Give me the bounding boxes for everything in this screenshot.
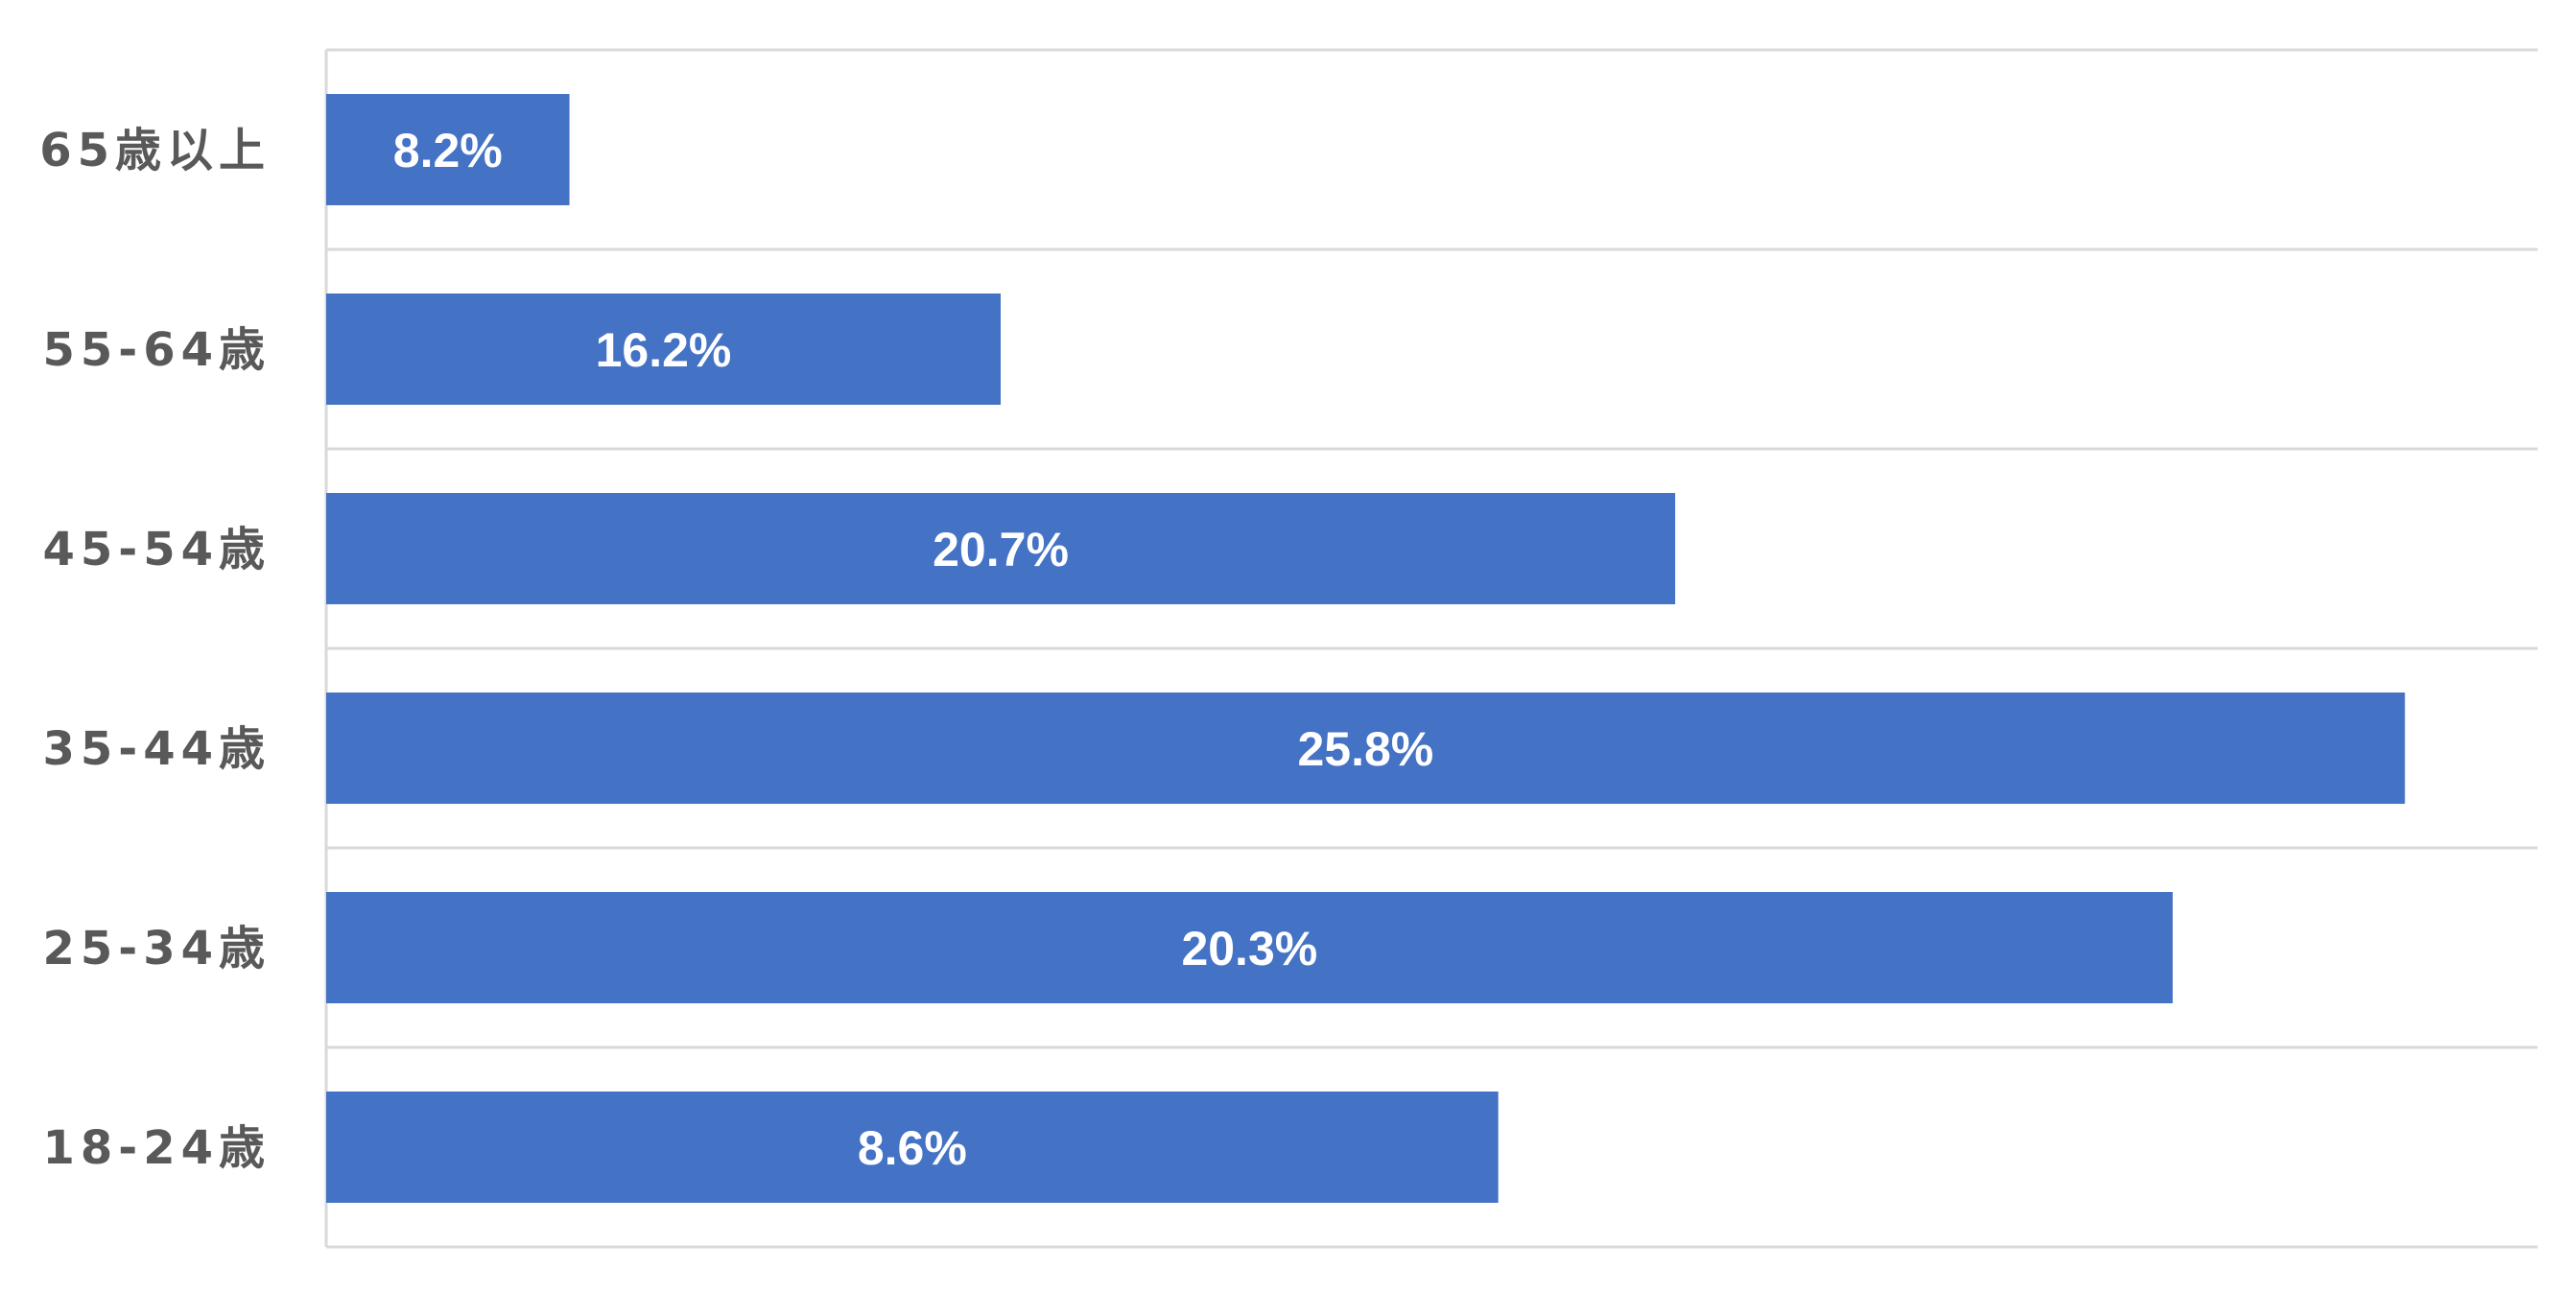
category-label: 18-24歳 — [42, 1121, 271, 1175]
data-label: 25.8% — [1297, 722, 1433, 776]
bar — [326, 1092, 1499, 1203]
bar — [326, 294, 1002, 405]
bar — [326, 493, 1676, 604]
data-label: 16.2% — [596, 323, 732, 377]
category-label: 25-34歳 — [42, 922, 271, 975]
bar — [326, 94, 570, 205]
bar — [326, 693, 2405, 804]
data-label: 8.2% — [393, 124, 503, 177]
category-label: 45-54歳 — [42, 523, 271, 576]
category-label: 65歳以上 — [39, 124, 271, 177]
gridlines — [324, 48, 2538, 1249]
data-label: 20.7% — [933, 523, 1069, 576]
category-label: 35-44歳 — [42, 722, 271, 776]
category-label: 55-64歳 — [42, 323, 271, 377]
data-label: 8.6% — [858, 1121, 967, 1175]
value-labels: 8.2% 16.2% 20.7% 25.8% 20.3% 8.6% — [393, 124, 1433, 1175]
bar — [326, 892, 2173, 1003]
bars — [326, 94, 2405, 1203]
category-labels: 65歳以上 55-64歳 45-54歳 35-44歳 25-34歳 18-24歳 — [39, 124, 271, 1175]
data-label: 20.3% — [1181, 922, 1317, 975]
